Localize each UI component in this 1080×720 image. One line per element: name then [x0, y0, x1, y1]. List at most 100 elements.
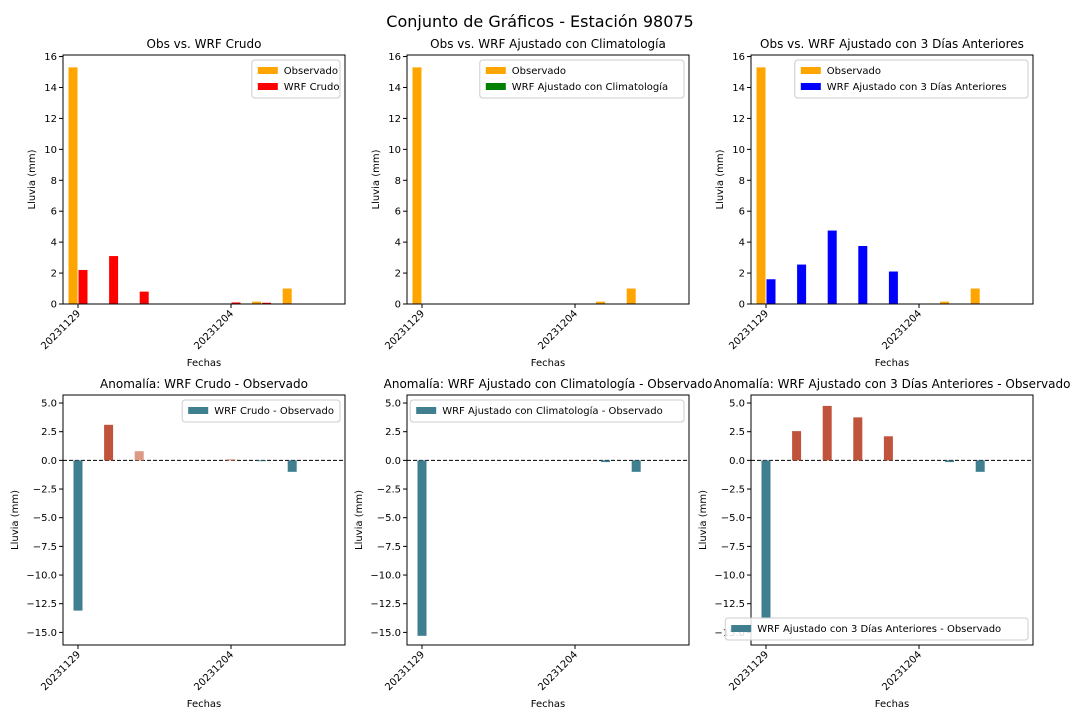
chart-title: Obs vs. WRF Crudo [147, 37, 262, 51]
y-tick-label: −10.0 [714, 571, 745, 582]
chart-title: Obs vs. WRF Ajustado con Climatología [430, 37, 666, 51]
legend-label-1: WRF Ajustado con Climatología [512, 81, 668, 93]
y-tick-label: 8 [395, 176, 401, 187]
bar-wrf_crudo-6 [262, 302, 272, 304]
y-tick-label: 5.0 [729, 399, 745, 410]
anomaly-bar-7 [631, 460, 641, 472]
legend-label-0: WRF Ajustado con Climatología - Observad… [442, 405, 663, 417]
legend-box [181, 399, 341, 423]
bar-observado-7 [626, 288, 636, 304]
chart-panel-4: Anomalía: WRF Crudo - Observado −15.0 −12.… [10, 377, 346, 710]
legend-label-0: Observado [512, 66, 566, 77]
y-tick-label: 12 [732, 114, 745, 125]
bar-wrf_3dias-2 [827, 230, 837, 304]
legend: Observado WRF Ajustado con 3 Días Anterio… [794, 59, 1029, 99]
y-axis-label: Lluvia (mm) [27, 149, 38, 209]
x-tick-label: 20231204 [880, 308, 924, 352]
y-tick-label: 4 [51, 238, 57, 249]
bar-observado-6 [252, 301, 262, 304]
x-tick-label: 20231204 [192, 649, 236, 693]
anomaly-bar-6 [601, 460, 611, 463]
bar-wrf_3dias-3 [858, 246, 868, 304]
y-axis-label: Lluvia (mm) [715, 149, 726, 209]
y-tick-label: 2.5 [729, 427, 745, 438]
y-tick-label: −2.5 [721, 485, 745, 496]
x-axis-label: Fechas [187, 358, 222, 369]
axes-frame [750, 394, 1034, 646]
y-tick-label: 0.0 [41, 456, 57, 467]
chart-title: Anomalía: WRF Ajustado con Climatología … [384, 377, 713, 391]
y-tick-label: 6 [395, 207, 401, 218]
bar-wrf_crudo-1 [109, 256, 119, 304]
x-tick-label: 20231204 [536, 308, 580, 352]
legend-box [409, 399, 685, 423]
x-tick-label: 20231204 [192, 308, 236, 352]
legend-label-0: Observado [827, 66, 881, 77]
y-tick-label: −15.0 [370, 628, 401, 639]
y-tick-label: −5.0 [33, 513, 57, 524]
x-tick-label: 20231129 [727, 308, 771, 352]
x-tick-label: 20231129 [39, 649, 83, 693]
chart-title: Obs vs. WRF Ajustado con 3 Días Anterior… [760, 37, 1024, 51]
x-tick-label: 20231129 [727, 649, 771, 693]
anomaly-bar-6 [257, 460, 267, 462]
legend-swatch-1 [485, 83, 506, 90]
y-tick-label: 6 [739, 207, 745, 218]
legend-swatch-0 [731, 625, 752, 632]
figure-suptitle: Conjunto de Gráficos - Estación 98075 [386, 12, 693, 31]
legend-label-1: WRF Crudo [284, 82, 340, 93]
bar-observado-0 [68, 67, 78, 304]
y-tick-label: −7.5 [33, 542, 57, 553]
bar-observado-7 [970, 288, 980, 304]
legend-box [479, 59, 685, 99]
x-tick-label: 20231204 [536, 649, 580, 693]
axes-frame [62, 394, 346, 646]
x-tick-label: 20231129 [383, 308, 427, 352]
chart-panel-2: Obs vs. WRF Ajustado con Climatología 0 2 4… [371, 37, 690, 369]
y-tick-label: −10.0 [370, 571, 401, 582]
anomaly-bar-7 [287, 460, 297, 472]
y-tick-label: −12.5 [714, 599, 745, 610]
anomaly-bar-1 [104, 424, 114, 461]
legend-swatch-0 [257, 67, 278, 74]
legend-swatch-1 [800, 83, 821, 90]
y-tick-label: 16 [388, 52, 401, 63]
legend: WRF Ajustado con 3 Días Anteriores - Obs… [724, 617, 1029, 641]
legend-swatch-0 [416, 407, 437, 414]
y-tick-label: −5.0 [377, 513, 401, 524]
y-tick-label: −5.0 [721, 513, 745, 524]
axes-frame [62, 54, 346, 305]
bar-wrf_crudo-5 [231, 302, 241, 304]
x-tick-label: 20231204 [880, 649, 924, 693]
legend: WRF Crudo - Observado [181, 399, 341, 423]
y-axis-label: Lluvia (mm) [10, 490, 21, 550]
y-tick-label: 8 [739, 176, 745, 187]
y-tick-label: 14 [388, 83, 401, 94]
legend-label-1: WRF Ajustado con 3 Días Anteriores [827, 81, 1007, 93]
legend-label-0: WRF Crudo - Observado [214, 406, 334, 417]
y-tick-label: −7.5 [721, 542, 745, 553]
bar-wrf_3dias-1 [797, 264, 807, 304]
x-axis-label: Fechas [531, 699, 566, 710]
axes-frame [750, 54, 1034, 305]
y-tick-label: 0 [739, 300, 745, 311]
chart-title: Anomalía: WRF Ajustado con 3 Días Anteri… [714, 377, 1071, 391]
y-tick-label: 14 [44, 83, 57, 94]
y-tick-label: 2 [51, 269, 57, 280]
anomaly-bar-3 [853, 417, 863, 461]
bar-observado-6 [596, 301, 606, 304]
y-tick-label: 8 [51, 176, 57, 187]
y-tick-label: 5.0 [41, 399, 57, 410]
anomaly-bar-0 [417, 460, 427, 636]
bar-wrf_3dias-0 [766, 279, 776, 304]
y-tick-label: 2.5 [41, 427, 57, 438]
legend: Observado WRF Ajustado con Climatología [479, 59, 685, 99]
bar-wrf_crudo-0 [78, 269, 88, 304]
axes-frame [406, 54, 690, 305]
legend-swatch-1 [257, 83, 278, 90]
y-tick-label: 10 [44, 145, 57, 156]
y-tick-label: 2 [739, 269, 745, 280]
bar-observado-6 [940, 301, 950, 304]
